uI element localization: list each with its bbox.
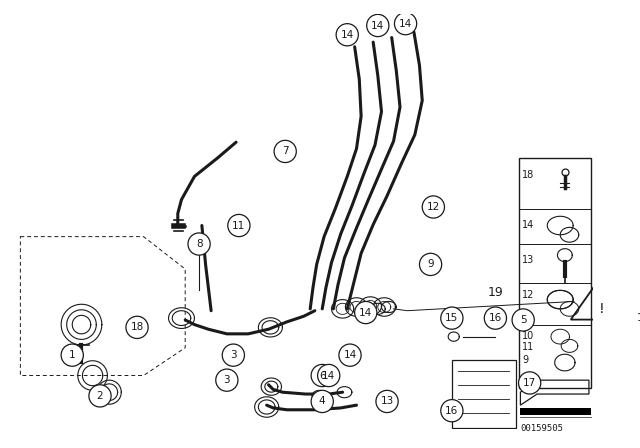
Text: 3: 3: [230, 350, 237, 360]
Circle shape: [441, 307, 463, 329]
Text: 11: 11: [232, 220, 246, 231]
Text: 14: 14: [322, 370, 335, 380]
Circle shape: [367, 14, 389, 37]
Text: 19: 19: [637, 313, 640, 323]
Circle shape: [222, 344, 244, 366]
Text: 12: 12: [427, 202, 440, 212]
Text: 3: 3: [223, 375, 230, 385]
Circle shape: [336, 24, 358, 46]
Circle shape: [339, 344, 361, 366]
Text: 19: 19: [488, 286, 504, 299]
Circle shape: [188, 233, 210, 255]
Text: 16: 16: [489, 313, 502, 323]
Circle shape: [355, 302, 377, 323]
Text: 9: 9: [522, 355, 529, 365]
Circle shape: [419, 253, 442, 276]
Text: 9: 9: [428, 259, 434, 269]
Text: 6: 6: [319, 370, 326, 380]
Text: 18: 18: [131, 323, 143, 332]
Circle shape: [632, 307, 640, 329]
Circle shape: [484, 307, 506, 329]
Circle shape: [512, 309, 534, 331]
Circle shape: [311, 390, 333, 413]
FancyBboxPatch shape: [520, 408, 591, 415]
Circle shape: [61, 344, 83, 366]
Circle shape: [274, 140, 296, 163]
Circle shape: [422, 196, 444, 218]
Text: 2: 2: [97, 391, 103, 401]
Text: 15: 15: [445, 313, 458, 323]
Text: 11: 11: [522, 342, 534, 352]
Circle shape: [311, 364, 333, 387]
Circle shape: [228, 215, 250, 237]
Text: 18: 18: [522, 170, 534, 180]
Circle shape: [376, 390, 398, 413]
Circle shape: [441, 400, 463, 422]
Text: 1: 1: [69, 350, 76, 360]
Text: 16: 16: [445, 406, 458, 416]
Text: 12: 12: [522, 290, 534, 300]
Text: 14: 14: [399, 19, 412, 29]
Text: 7: 7: [282, 146, 289, 156]
Circle shape: [126, 316, 148, 339]
Text: 00159505: 00159505: [520, 424, 563, 433]
Text: 13: 13: [522, 255, 534, 265]
Text: 13: 13: [380, 396, 394, 406]
Text: 17: 17: [523, 378, 536, 388]
Text: 4: 4: [319, 396, 326, 406]
Text: 10: 10: [522, 331, 534, 341]
Text: 5: 5: [520, 315, 527, 325]
Circle shape: [216, 369, 238, 391]
Circle shape: [518, 372, 541, 394]
Text: 14: 14: [522, 220, 534, 230]
Text: 14: 14: [344, 350, 356, 360]
Circle shape: [394, 13, 417, 35]
Text: 14: 14: [359, 308, 372, 318]
Text: 14: 14: [340, 30, 354, 40]
Circle shape: [89, 385, 111, 407]
Circle shape: [317, 364, 340, 387]
Text: !: !: [599, 302, 605, 316]
Text: 8: 8: [196, 239, 202, 249]
Text: 14: 14: [371, 21, 385, 30]
